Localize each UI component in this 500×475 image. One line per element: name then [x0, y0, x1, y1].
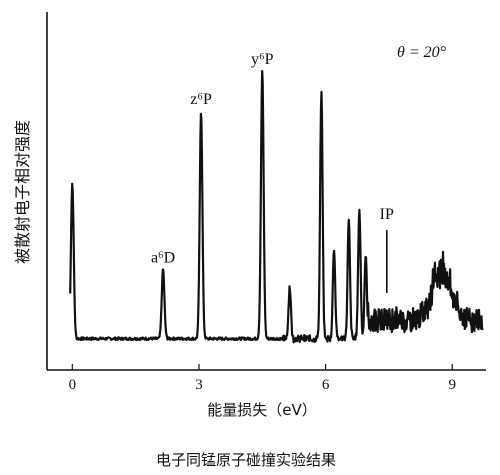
- label-y6P: y⁶P: [251, 51, 274, 68]
- y-axis-label: 被散射电子相对强度: [13, 120, 32, 264]
- x-axis-label: 能量损失（eV）: [207, 401, 317, 419]
- spectrum-line: [69, 70, 484, 344]
- x-tick-label: 6: [322, 377, 330, 393]
- figure-caption: 电子同锰原子碰撞实验结果: [156, 451, 336, 469]
- x-tick-label: 9: [448, 377, 456, 393]
- label-ip: IP: [380, 206, 394, 223]
- label-z6P: z⁶P: [190, 91, 212, 108]
- x-tick-label: 3: [195, 377, 203, 393]
- x-tick-label: 0: [69, 377, 77, 393]
- x-ticks: [71, 364, 453, 370]
- x-tick-labels: 0 3 6 9: [69, 377, 456, 393]
- label-a6D: a⁶D: [151, 249, 175, 266]
- scattering-angle: θ = 20°: [397, 44, 447, 61]
